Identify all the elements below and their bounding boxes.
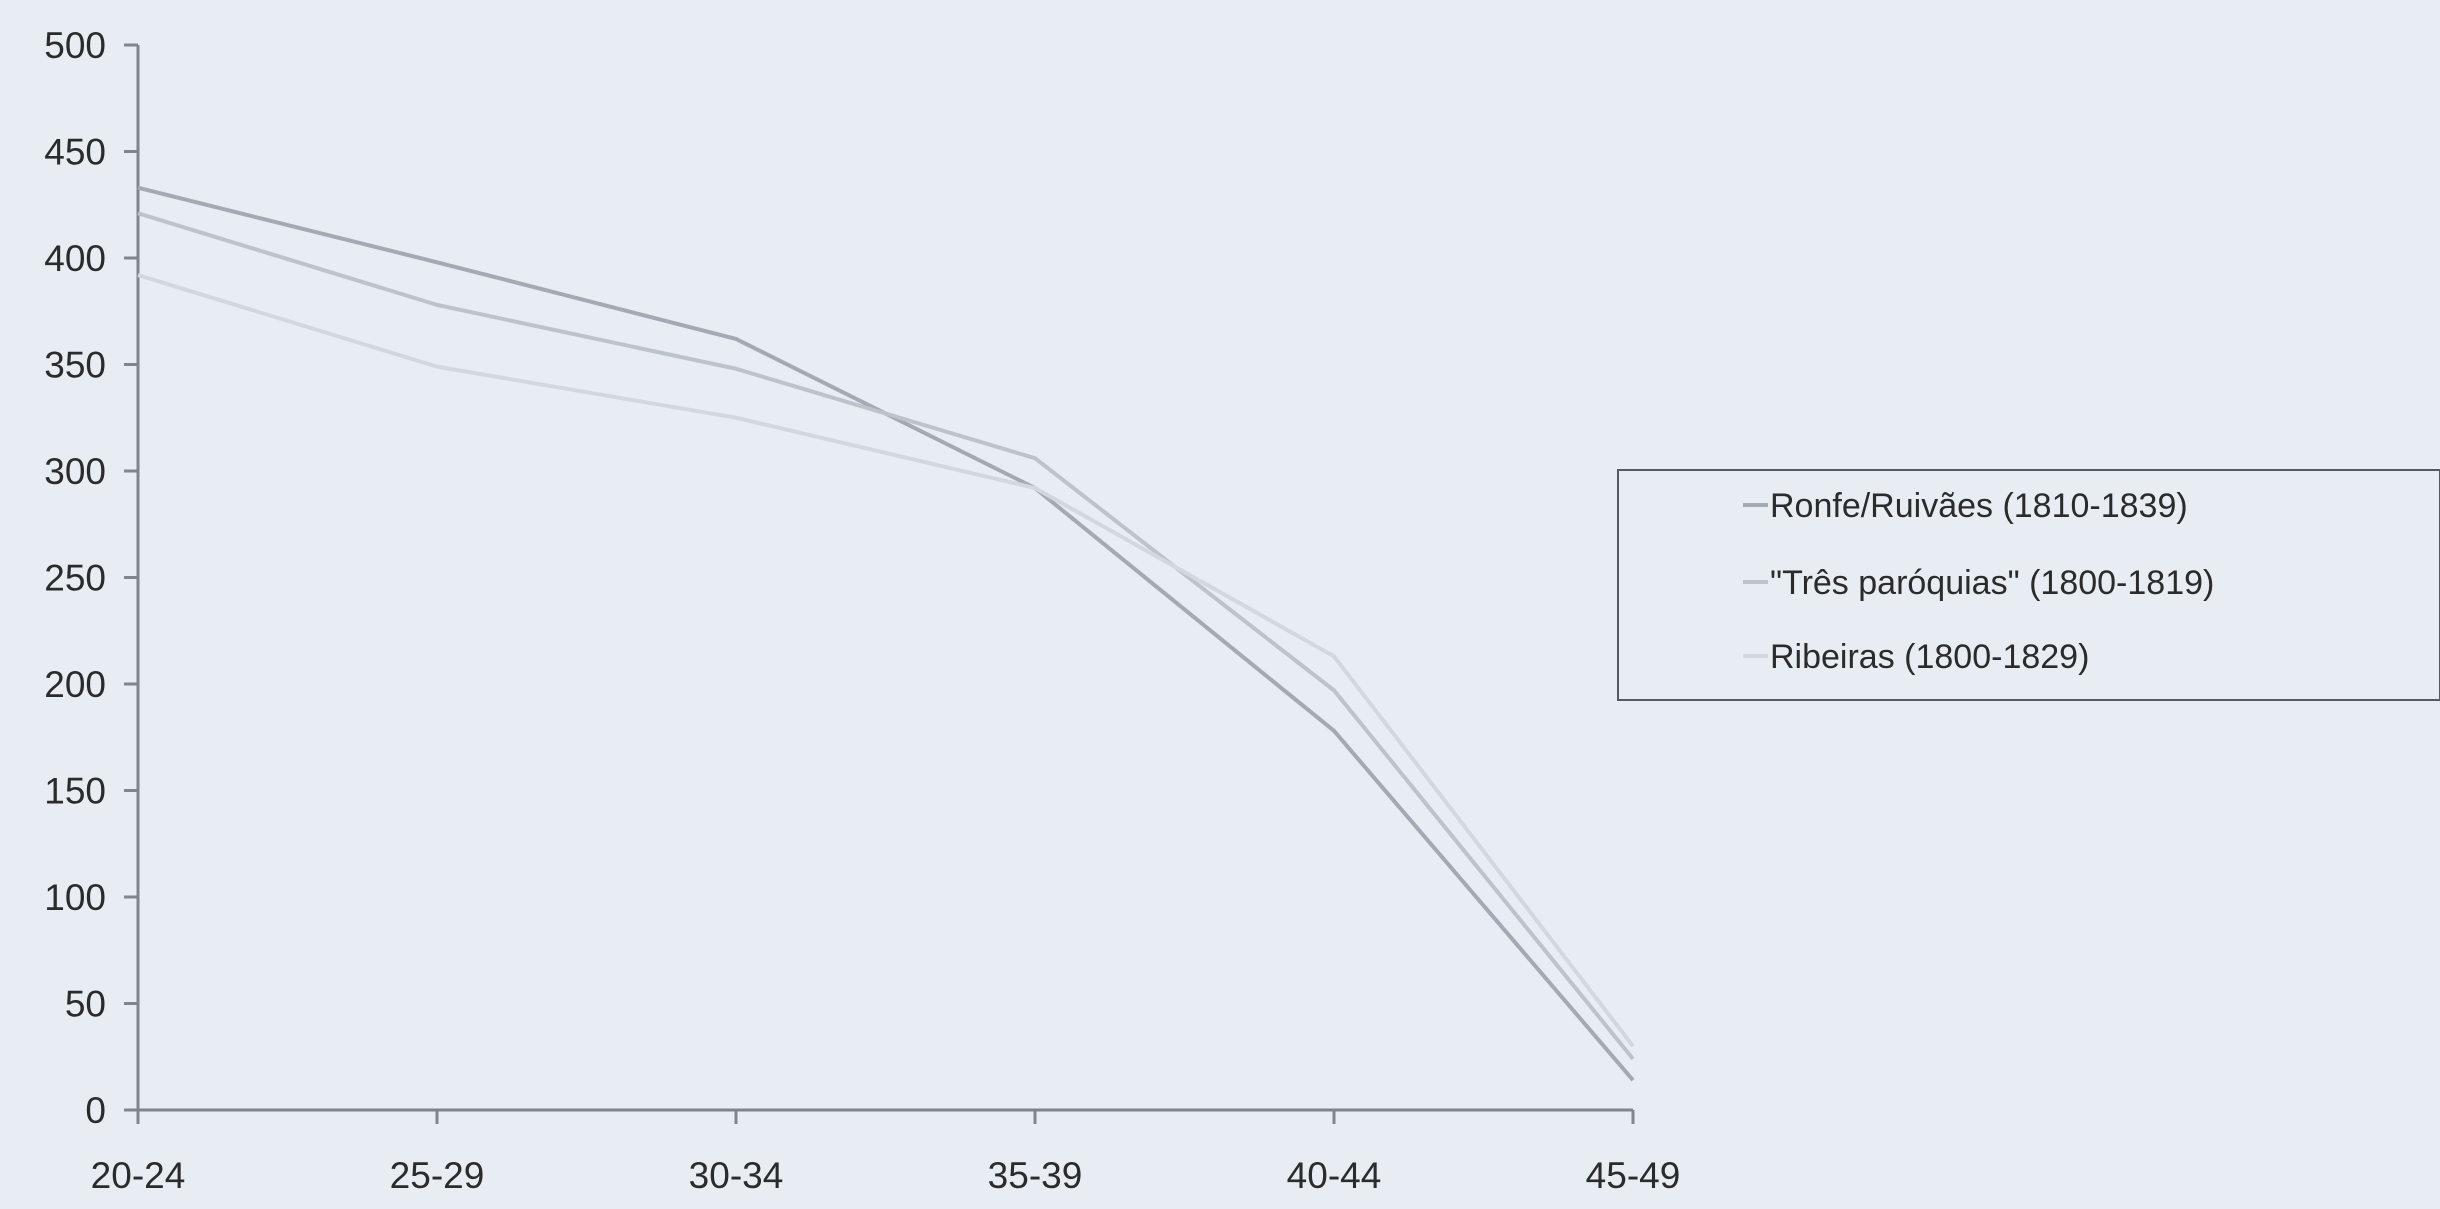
series-line-2 bbox=[137, 211, 1635, 1061]
y-tick-label: 100 bbox=[44, 877, 106, 918]
legend-label: Ronfe/Ruivães (1810-1839) bbox=[1770, 487, 2188, 525]
y-tick-label: 0 bbox=[85, 1090, 106, 1131]
y-tick-label: 150 bbox=[44, 771, 106, 812]
legend-label: "Três paróquias" (1800-1819) bbox=[1770, 564, 2214, 602]
y-tick-label: 350 bbox=[44, 345, 106, 386]
series-line-3 bbox=[137, 273, 1635, 1048]
y-tick-label: 50 bbox=[65, 984, 106, 1025]
axes-layer: 0 50 100 150 200 250 300 350 400 450 500 20-24 25-29… bbox=[44, 25, 1680, 1196]
series-layer bbox=[137, 185, 1635, 1082]
x-tick-label: 40-44 bbox=[1287, 1155, 1382, 1196]
y-tick-label: 300 bbox=[44, 451, 106, 492]
series-line-1 bbox=[137, 185, 1635, 1082]
y-tick-label: 250 bbox=[44, 558, 106, 599]
x-tick-label: 25-29 bbox=[390, 1155, 485, 1196]
y-tick-label: 200 bbox=[44, 664, 106, 705]
y-tick-label: 500 bbox=[44, 25, 106, 66]
x-tick-label: 30-34 bbox=[689, 1155, 784, 1196]
x-tick-label: 45-49 bbox=[1586, 1155, 1681, 1196]
legend: Ronfe/Ruivães (1810-1839) "Três paróquias… bbox=[1617, 469, 2440, 701]
x-tick-label: 35-39 bbox=[988, 1155, 1083, 1196]
y-tick-label: 400 bbox=[44, 238, 106, 279]
legend-box bbox=[1617, 469, 2440, 701]
y-tick-label: 450 bbox=[44, 132, 106, 173]
x-tick-label: 20-24 bbox=[91, 1155, 186, 1196]
legend-label: Ribeiras (1800-1829) bbox=[1770, 638, 2089, 676]
